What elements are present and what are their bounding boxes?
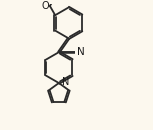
Text: O: O	[42, 1, 49, 11]
Text: N: N	[62, 77, 69, 87]
Text: N: N	[77, 47, 85, 57]
